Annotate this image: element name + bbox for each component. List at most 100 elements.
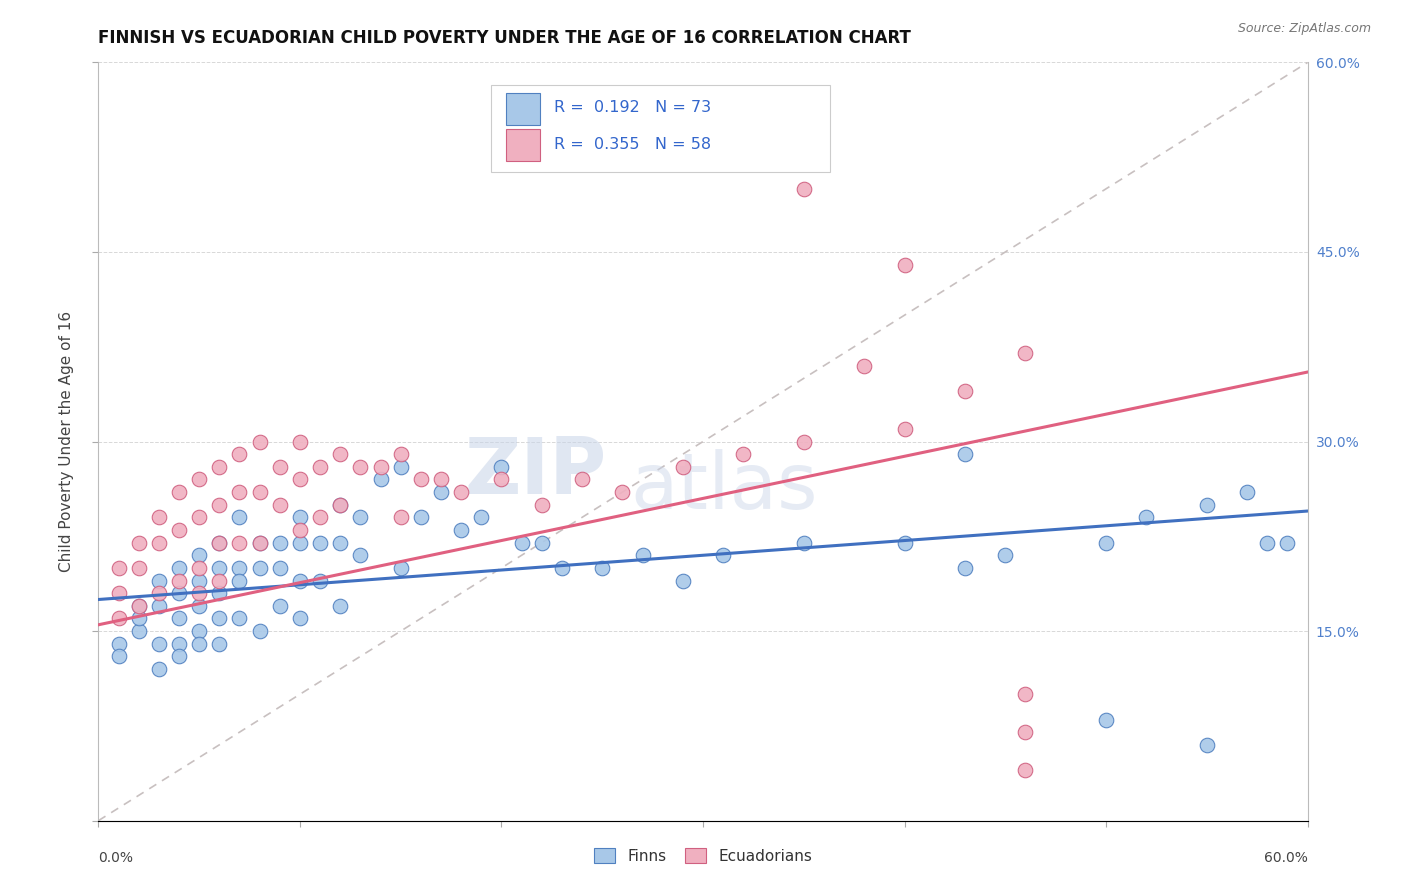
Point — [128, 535, 150, 549]
Point — [228, 535, 250, 549]
Point — [148, 574, 170, 588]
Point — [288, 535, 311, 549]
Point — [148, 637, 170, 651]
Point — [309, 574, 332, 588]
Point — [228, 611, 250, 625]
Point — [1135, 510, 1157, 524]
Point — [1014, 687, 1036, 701]
Point — [329, 535, 352, 549]
Point — [430, 473, 453, 487]
Point — [188, 561, 211, 575]
Point — [491, 473, 513, 487]
Point — [208, 637, 231, 651]
Point — [953, 447, 976, 461]
Point — [167, 561, 190, 575]
Point — [228, 510, 250, 524]
Point — [269, 561, 291, 575]
Point — [188, 586, 211, 600]
Point — [1277, 535, 1299, 549]
Point — [228, 447, 250, 461]
Point — [370, 473, 392, 487]
Point — [208, 611, 231, 625]
Point — [249, 624, 271, 639]
Point — [953, 561, 976, 575]
Point — [128, 599, 150, 613]
Text: FINNISH VS ECUADORIAN CHILD POVERTY UNDER THE AGE OF 16 CORRELATION CHART: FINNISH VS ECUADORIAN CHILD POVERTY UNDE… — [98, 29, 911, 47]
Point — [269, 599, 291, 613]
Point — [612, 485, 634, 500]
Point — [269, 459, 291, 474]
Point — [249, 561, 271, 575]
Point — [389, 447, 412, 461]
Point — [249, 535, 271, 549]
Point — [167, 586, 190, 600]
Point — [1014, 725, 1036, 739]
Point — [167, 574, 190, 588]
Point — [1256, 535, 1278, 549]
Point — [450, 523, 472, 537]
Text: 60.0%: 60.0% — [1264, 851, 1308, 865]
Point — [128, 624, 150, 639]
Point — [409, 473, 432, 487]
Point — [288, 611, 311, 625]
Point — [249, 535, 271, 549]
Point — [491, 459, 513, 474]
Point — [370, 459, 392, 474]
Point — [148, 510, 170, 524]
Text: R =  0.192   N = 73: R = 0.192 N = 73 — [554, 101, 711, 115]
Point — [107, 637, 129, 651]
Point — [208, 586, 231, 600]
Point — [430, 485, 453, 500]
Point — [329, 599, 352, 613]
Point — [1236, 485, 1258, 500]
Point — [188, 510, 211, 524]
Point — [349, 510, 371, 524]
Y-axis label: Child Poverty Under the Age of 16: Child Poverty Under the Age of 16 — [59, 311, 75, 572]
Point — [510, 535, 533, 549]
Point — [208, 574, 231, 588]
Text: 0.0%: 0.0% — [98, 851, 134, 865]
Point — [167, 485, 190, 500]
Point — [309, 535, 332, 549]
Point — [107, 649, 129, 664]
Point — [631, 548, 654, 563]
Point — [309, 459, 332, 474]
Point — [128, 561, 150, 575]
Text: atlas: atlas — [630, 449, 818, 525]
Point — [288, 574, 311, 588]
Point — [249, 434, 271, 449]
Point — [188, 548, 211, 563]
Point — [208, 498, 231, 512]
Point — [188, 599, 211, 613]
Point — [107, 611, 129, 625]
Point — [128, 599, 150, 613]
Point — [329, 498, 352, 512]
Point — [228, 485, 250, 500]
Point — [188, 574, 211, 588]
Point — [208, 459, 231, 474]
Point — [228, 561, 250, 575]
Point — [793, 535, 815, 549]
Point — [309, 510, 332, 524]
FancyBboxPatch shape — [506, 129, 540, 161]
Point — [288, 510, 311, 524]
Point — [530, 535, 553, 549]
Point — [1095, 713, 1118, 727]
Point — [1195, 498, 1218, 512]
Point — [1014, 346, 1036, 360]
Point — [994, 548, 1017, 563]
Point — [148, 599, 170, 613]
Point — [1095, 535, 1118, 549]
Point — [672, 574, 695, 588]
Point — [893, 535, 915, 549]
FancyBboxPatch shape — [492, 85, 830, 172]
Point — [208, 535, 231, 549]
Point — [148, 662, 170, 676]
Point — [288, 434, 311, 449]
Text: R =  0.355   N = 58: R = 0.355 N = 58 — [554, 136, 711, 152]
Point — [148, 535, 170, 549]
Point — [571, 473, 593, 487]
Point — [228, 574, 250, 588]
Point — [591, 561, 613, 575]
Point — [148, 586, 170, 600]
